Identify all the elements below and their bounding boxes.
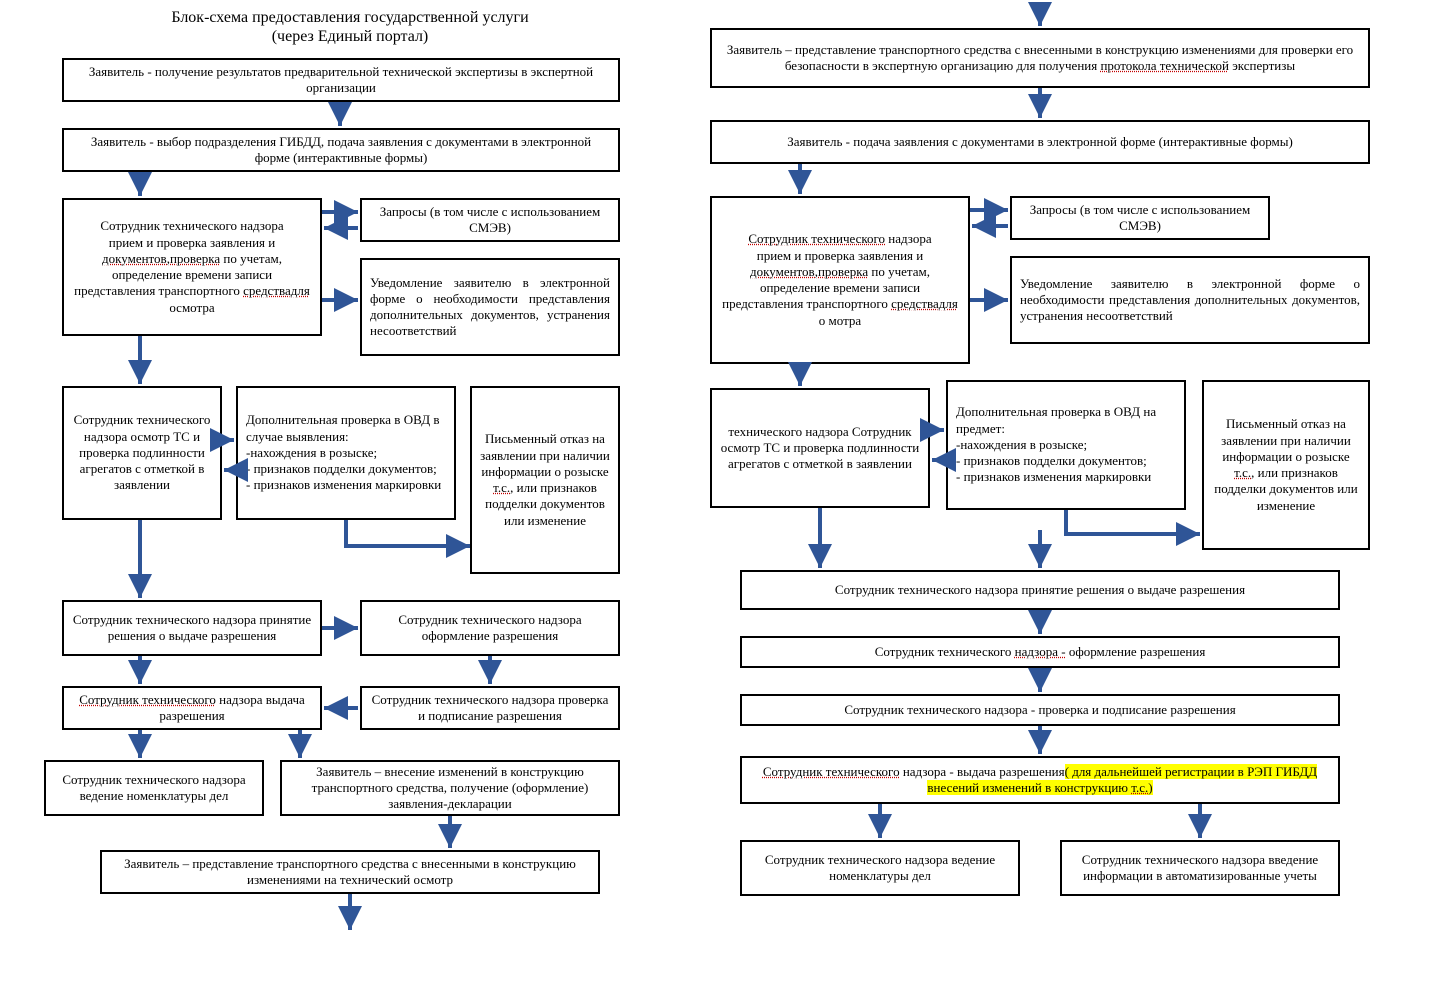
l-n6-text: Сотрудник технического надзора осмотр ТС… bbox=[72, 412, 212, 493]
l-n8-a: Письменный отказ на заявлении при наличи… bbox=[480, 431, 610, 479]
l-n10-text: Сотрудник технического надзора оформлени… bbox=[370, 612, 610, 645]
r-n4: Запросы (в том числе с использованием СМ… bbox=[1010, 196, 1270, 240]
diagram-title: Блок-схема предоставления государственно… bbox=[120, 8, 580, 46]
r-n14-text: Сотрудник технического надзора введение … bbox=[1070, 852, 1330, 885]
r-n9: Сотрудник технического надзора принятие … bbox=[740, 570, 1340, 610]
r-n8-a: Письменный отказ на заявлении при наличи… bbox=[1221, 416, 1351, 464]
title-line1: Блок-схема предоставления государственно… bbox=[171, 9, 528, 26]
l-n6: Сотрудник технического надзора осмотр ТС… bbox=[62, 386, 222, 520]
flowchart-canvas: Блок-схема предоставления государственно… bbox=[0, 0, 1446, 987]
l-n15-text: Заявитель – представление транспортного … bbox=[110, 856, 590, 889]
r-n6: технического надзора Сотрудник осмотр ТС… bbox=[710, 388, 930, 508]
r-n11-text: Сотрудник технического надзора - проверк… bbox=[750, 702, 1330, 718]
l-n3-u2: средствадля bbox=[243, 283, 310, 298]
l-n12-text: Сотрудник технического надзора проверка … bbox=[370, 692, 610, 725]
l-n13-text: Сотрудник технического надзора ведение н… bbox=[54, 772, 254, 805]
r-n6-text: технического надзора Сотрудник осмотр ТС… bbox=[720, 424, 920, 473]
r-n10-u: надзора - bbox=[1015, 644, 1066, 659]
l-n7: Дополнительная проверка в ОВД в случае в… bbox=[236, 386, 456, 520]
r-n12: Сотрудник технического надзора - выдача … bbox=[740, 756, 1340, 804]
r-n3-u3: средствадля bbox=[891, 296, 958, 311]
r-n10-b: оформление разрешения bbox=[1066, 644, 1206, 659]
l-n8: Письменный отказ на заявлении при наличи… bbox=[470, 386, 620, 574]
r-n12-u: Сотрудник технического bbox=[763, 764, 900, 779]
l-n15: Заявитель – представление транспортного … bbox=[100, 850, 600, 894]
r-n7: Дополнительная проверка в ОВД на предмет… bbox=[946, 380, 1186, 510]
l-n1-text: Заявитель - получение результатов предва… bbox=[72, 64, 610, 97]
r-n8: Письменный отказ на заявлении при наличи… bbox=[1202, 380, 1370, 550]
r-n12-a: надзора - выдача разрешения bbox=[900, 764, 1065, 779]
l-n9-text: Сотрудник технического надзора принятие … bbox=[72, 612, 312, 645]
r-n10-a: Сотрудник технического bbox=[875, 644, 1015, 659]
r-n14: Сотрудник технического надзора введение … bbox=[1060, 840, 1340, 896]
l-n11: Сотрудник технического надзора выдача ра… bbox=[62, 686, 322, 730]
l-n4-text: Запросы (в том числе с использованием СМ… bbox=[370, 204, 610, 237]
r-n7-text: Дополнительная проверка в ОВД на предмет… bbox=[956, 404, 1176, 485]
r-n3: Сотрудник технического надзора прием и п… bbox=[710, 196, 970, 364]
l-n4: Запросы (в том числе с использованием СМ… bbox=[360, 198, 620, 242]
r-n3-u1: Сотрудник технического bbox=[748, 231, 885, 246]
l-n3: Сотрудник технического надзора прием и п… bbox=[62, 198, 322, 336]
r-n3-u2: документов,проверка bbox=[750, 264, 868, 279]
l-n5-text: Уведомление заявителю в электронной форм… bbox=[370, 275, 610, 340]
l-n1: Заявитель - получение результатов предва… bbox=[62, 58, 620, 102]
l-n9: Сотрудник технического надзора принятие … bbox=[62, 600, 322, 656]
l-n11-u: Сотрудник технического bbox=[79, 692, 216, 707]
title-line2: (через Единый портал) bbox=[272, 28, 429, 45]
l-n14-text: Заявитель – внесение изменений в констру… bbox=[290, 764, 610, 813]
r-n3-c: о мотра bbox=[819, 313, 861, 328]
l-n3-pre: Сотрудник технического надзора bbox=[100, 218, 283, 233]
l-n7-text: Дополнительная проверка в ОВД в случае в… bbox=[246, 412, 446, 493]
l-n8-u: т.с. bbox=[493, 480, 510, 495]
r-n8-u: т.с. bbox=[1234, 465, 1251, 480]
r-n9-text: Сотрудник технического надзора принятие … bbox=[750, 582, 1330, 598]
l-n5: Уведомление заявителю в электронной форм… bbox=[360, 258, 620, 356]
r-n1-u: протокола технической bbox=[1100, 58, 1229, 73]
r-n2-text: Заявитель - подача заявления с документа… bbox=[720, 134, 1360, 150]
l-n3-c: осмотра bbox=[169, 300, 214, 315]
r-n5: Уведомление заявителю в электронной форм… bbox=[1010, 256, 1370, 344]
l-n3-u: документов,проверка bbox=[102, 251, 220, 266]
l-n2: Заявитель - выбор подразделения ГИБДД, п… bbox=[62, 128, 620, 172]
r-n1: Заявитель – представление транспортного … bbox=[710, 28, 1370, 88]
r-n2: Заявитель - подача заявления с документа… bbox=[710, 120, 1370, 164]
r-n1-b: экспертизы bbox=[1229, 58, 1295, 73]
r-n10: Сотрудник технического надзора - оформле… bbox=[740, 636, 1340, 668]
r-n3-mid: надзора bbox=[885, 231, 932, 246]
r-n11: Сотрудник технического надзора - проверк… bbox=[740, 694, 1340, 726]
l-n13: Сотрудник технического надзора ведение н… bbox=[44, 760, 264, 816]
r-n13: Сотрудник технического надзора ведение н… bbox=[740, 840, 1020, 896]
l-n14: Заявитель – внесение изменений в констру… bbox=[280, 760, 620, 816]
r-n12-hl-u: т.с. bbox=[1131, 780, 1148, 795]
l-n12: Сотрудник технического надзора проверка … bbox=[360, 686, 620, 730]
l-n2-text: Заявитель - выбор подразделения ГИБДД, п… bbox=[72, 134, 610, 167]
r-n13-text: Сотрудник технического надзора ведение н… bbox=[750, 852, 1010, 885]
l-n10: Сотрудник технического надзора оформлени… bbox=[360, 600, 620, 656]
r-n4-text: Запросы (в том числе с использованием СМ… bbox=[1020, 202, 1260, 235]
r-n3-a: прием и проверка заявления и bbox=[757, 248, 924, 263]
r-n12-hl-b: ) bbox=[1148, 780, 1152, 795]
l-n3-a: прием и проверка заявления и bbox=[109, 235, 276, 250]
r-n5-text: Уведомление заявителю в электронной форм… bbox=[1020, 276, 1360, 325]
